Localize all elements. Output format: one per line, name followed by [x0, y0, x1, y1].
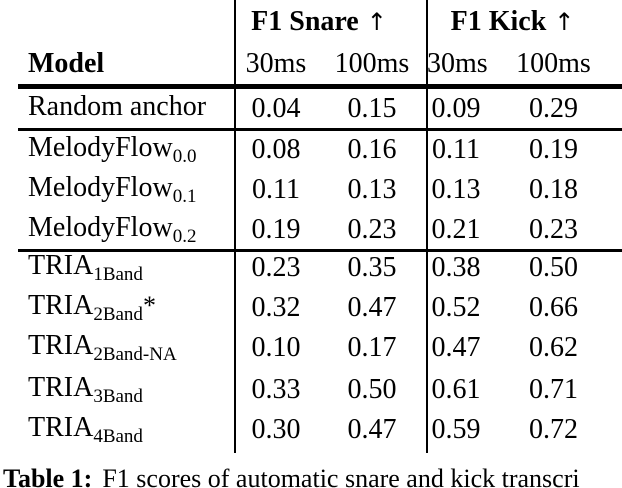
- table-row: TRIA3Band 0.33 0.50 0.61 0.71: [0, 370, 622, 410]
- cell-value: 0.23: [251, 252, 301, 283]
- table-row: TRIA4Band 0.30 0.47 0.59 0.72: [0, 410, 622, 450]
- cell-value: 0.38: [431, 252, 481, 283]
- model-name: TRIA1Band: [28, 250, 143, 285]
- table-caption: Table 1: F1 scores of automatic snare and…: [3, 466, 580, 488]
- subcolumn-header-kick-30ms: 30ms: [427, 48, 488, 79]
- column-group-f1-kick: F1 Kick ↑: [427, 6, 622, 38]
- cell-value: 0.19: [251, 214, 301, 245]
- model-name: TRIA2Band-NA: [28, 330, 177, 365]
- model-name: MelodyFlow0.0: [28, 132, 197, 167]
- cell-value: 0.59: [431, 414, 481, 445]
- table-header-subcolumns: Model 30ms 100ms 30ms 100ms: [0, 44, 622, 84]
- table-row: TRIA2Band-NA 0.10 0.17 0.47 0.62: [0, 328, 622, 368]
- cell-value: 0.10: [251, 332, 301, 363]
- cell-value: 0.47: [431, 332, 481, 363]
- cell-value: 0.15: [347, 93, 397, 124]
- model-name: MelodyFlow0.1: [28, 172, 197, 207]
- subcolumn-header-snare-30ms: 30ms: [245, 48, 307, 79]
- model-name: TRIA3Band: [28, 372, 143, 407]
- cell-value: 0.13: [431, 174, 481, 205]
- cell-value: 0.35: [347, 252, 397, 283]
- cell-value: 0.71: [529, 374, 578, 405]
- table-row: Random anchor 0.04 0.15 0.09 0.29: [0, 89, 622, 129]
- table-row: TRIA2Band* 0.32 0.47 0.52 0.66: [0, 288, 622, 328]
- model-column-header: Model: [28, 48, 105, 79]
- cell-value: 0.47: [347, 292, 397, 323]
- cell-value: 0.62: [529, 332, 578, 363]
- cell-value: 0.19: [529, 134, 578, 165]
- cell-value: 0.29: [529, 93, 578, 124]
- subcolumn-header-kick-100ms: 100ms: [516, 48, 591, 79]
- cell-value: 0.16: [347, 134, 397, 165]
- cell-value: 0.13: [347, 174, 397, 205]
- group-label-kick: F1 Kick: [450, 6, 547, 37]
- caption-label: Table 1:: [3, 464, 93, 488]
- cell-value: 0.09: [431, 93, 481, 124]
- midrule-after-melodyflow: [18, 249, 622, 252]
- column-group-f1-snare: F1 Snare ↑: [235, 6, 427, 38]
- cell-value: 0.61: [431, 374, 481, 405]
- cell-value: 0.50: [347, 374, 397, 405]
- table-row: MelodyFlow0.0 0.08 0.16 0.11 0.19: [0, 130, 622, 170]
- cell-value: 0.08: [251, 134, 301, 165]
- cell-value: 0.72: [529, 414, 578, 445]
- up-arrow-icon: ↑: [366, 8, 387, 36]
- cell-value: 0.11: [432, 134, 480, 165]
- table-header-groups: F1 Snare ↑ F1 Kick ↑: [0, 0, 622, 44]
- cell-value: 0.33: [251, 374, 301, 405]
- cell-value: 0.47: [347, 414, 397, 445]
- model-name: Random anchor: [28, 91, 207, 122]
- table-row: TRIA1Band 0.23 0.35 0.38 0.50: [0, 248, 622, 288]
- cell-value: 0.66: [529, 292, 578, 323]
- vertical-rule-left: [234, 0, 236, 453]
- cell-value: 0.50: [529, 252, 578, 283]
- vertical-rule-right: [426, 0, 428, 453]
- up-arrow-icon: ↑: [554, 8, 575, 36]
- cell-value: 0.52: [431, 292, 481, 323]
- cell-value: 0.17: [347, 332, 397, 363]
- cell-value: 0.04: [251, 93, 301, 124]
- cell-value: 0.11: [252, 174, 300, 205]
- cell-value: 0.30: [251, 414, 301, 445]
- cell-value: 0.32: [251, 292, 301, 323]
- cell-value: 0.23: [347, 214, 397, 245]
- table-row: MelodyFlow0.2 0.19 0.23 0.21 0.23: [0, 210, 622, 250]
- cell-value: 0.18: [529, 174, 578, 205]
- header-rule: [18, 84, 622, 89]
- group-label-snare: F1 Snare: [251, 6, 359, 37]
- subcolumn-header-snare-100ms: 100ms: [334, 48, 410, 79]
- table-row: MelodyFlow0.1 0.11 0.13 0.13 0.18: [0, 170, 622, 210]
- model-name: TRIA4Band: [28, 412, 143, 447]
- cell-value: 0.23: [529, 214, 578, 245]
- midrule-after-random-anchor: [18, 128, 622, 131]
- cell-value: 0.21: [431, 214, 481, 245]
- model-name: MelodyFlow0.2: [28, 212, 197, 247]
- caption-text: F1 scores of automatic snare and kick tr…: [102, 464, 580, 488]
- model-name: TRIA2Band*: [28, 290, 156, 325]
